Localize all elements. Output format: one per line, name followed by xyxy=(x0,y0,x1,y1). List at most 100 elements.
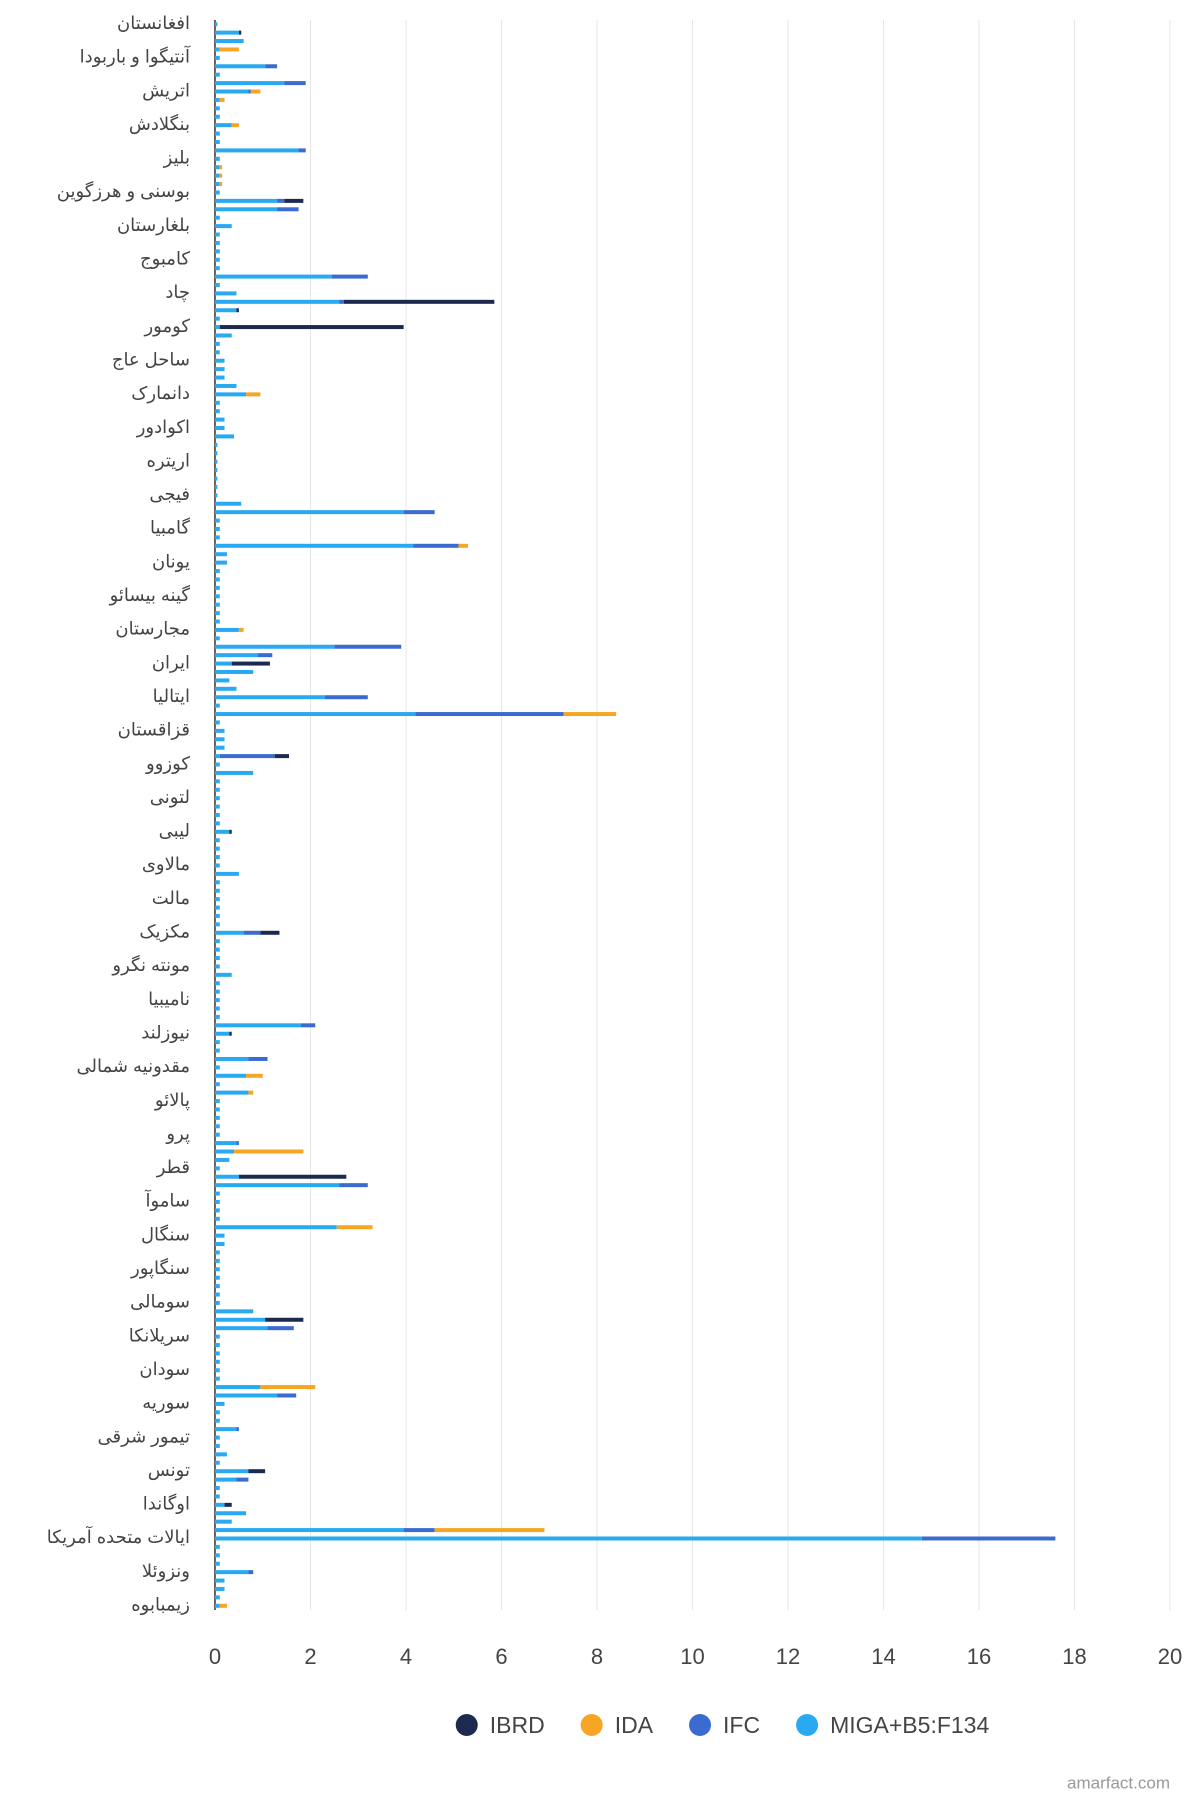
y-tick-label: چاد xyxy=(165,282,190,302)
x-tick-label: 2 xyxy=(304,1644,316,1669)
bar xyxy=(215,1149,235,1154)
y-tick-label: دانمارک xyxy=(131,383,190,403)
bar xyxy=(215,897,220,902)
x-tick-label: 10 xyxy=(680,1644,704,1669)
legend-label: MIGA+B5:F134 xyxy=(830,1712,989,1738)
bar xyxy=(215,1586,225,1591)
bar xyxy=(215,1166,220,1171)
bar xyxy=(215,922,220,927)
bar xyxy=(215,888,220,893)
bar xyxy=(215,779,220,784)
bar xyxy=(215,81,285,86)
bar xyxy=(257,653,273,658)
bar xyxy=(215,240,220,245)
bar xyxy=(248,1056,268,1061)
bar xyxy=(215,1242,225,1247)
bar xyxy=(231,123,239,128)
y-tick-label: سنگال xyxy=(141,1223,190,1244)
bar xyxy=(215,131,220,136)
bar xyxy=(215,1528,404,1533)
x-tick-label: 20 xyxy=(1158,1644,1182,1669)
bar xyxy=(215,1014,220,1019)
x-tick-label: 6 xyxy=(495,1644,507,1669)
y-tick-label: پالائو xyxy=(154,1090,190,1111)
bar xyxy=(215,1544,220,1549)
y-tick-label: مقدونیه شمالی xyxy=(77,1056,190,1077)
y-tick-label: ساحل عاج xyxy=(112,349,190,370)
bar xyxy=(215,207,278,212)
bar xyxy=(215,1427,237,1432)
y-tick-label: بنگلادش xyxy=(129,113,190,134)
bar xyxy=(215,22,218,27)
y-tick-label: اکوادور xyxy=(136,417,190,438)
bar xyxy=(215,1132,220,1137)
bar xyxy=(215,577,220,582)
bar xyxy=(458,543,469,548)
bar xyxy=(215,796,220,801)
bar xyxy=(215,55,220,60)
bar xyxy=(215,409,220,414)
y-tick-label: تونس xyxy=(148,1460,190,1481)
bar xyxy=(215,762,220,767)
bar xyxy=(274,754,290,759)
bar xyxy=(215,611,220,616)
bar xyxy=(215,1073,247,1078)
bar xyxy=(215,1124,220,1129)
legend-marker xyxy=(580,1714,603,1736)
legend-label: IFC xyxy=(723,1712,760,1738)
bar xyxy=(277,207,299,212)
bar xyxy=(215,1502,225,1507)
bar xyxy=(215,720,220,725)
watermark: amarfact.com xyxy=(1067,1773,1170,1792)
bar xyxy=(215,754,220,759)
bar xyxy=(215,947,220,952)
x-tick-label: 0 xyxy=(209,1644,221,1669)
bar xyxy=(229,1031,232,1036)
bar xyxy=(215,266,220,271)
y-tick-label: مالاوی xyxy=(142,854,190,875)
y-tick-label: سنگاپور xyxy=(130,1257,190,1279)
y-tick-label: گامبیا xyxy=(150,517,190,538)
bar xyxy=(215,148,299,153)
y-tick-label: بلیز xyxy=(163,148,190,169)
bar xyxy=(215,1435,220,1440)
bar xyxy=(215,821,220,826)
bar xyxy=(215,1343,220,1347)
bar xyxy=(219,325,404,330)
bar xyxy=(215,1477,237,1482)
bar xyxy=(215,661,232,666)
bar xyxy=(215,1300,220,1305)
bar xyxy=(215,518,220,523)
bar xyxy=(215,1595,220,1600)
bar xyxy=(215,728,225,733)
bar xyxy=(215,173,220,178)
x-tick-label: 8 xyxy=(591,1644,603,1669)
bar xyxy=(215,156,220,161)
bar xyxy=(284,81,306,86)
bar xyxy=(336,1225,373,1230)
bar xyxy=(215,1006,220,1011)
bar xyxy=(298,148,306,153)
bar xyxy=(215,47,220,52)
bar xyxy=(215,552,227,557)
bar xyxy=(215,198,278,203)
bar xyxy=(215,139,220,144)
bar xyxy=(215,114,220,119)
bar xyxy=(215,1023,301,1028)
x-tick-label: 14 xyxy=(871,1644,895,1669)
y-tick-label: فیجی xyxy=(149,484,190,504)
bar xyxy=(215,930,244,935)
bar xyxy=(248,89,251,94)
bar xyxy=(215,1099,220,1104)
bar xyxy=(265,1317,304,1322)
bar xyxy=(215,375,225,380)
bar xyxy=(215,106,220,111)
bar xyxy=(215,1494,220,1499)
bar xyxy=(215,291,237,296)
bar xyxy=(215,1065,220,1070)
bar xyxy=(277,1393,297,1398)
bar xyxy=(215,678,230,683)
y-tick-label: کومور xyxy=(143,316,190,337)
legend-label: IBRD xyxy=(490,1712,545,1738)
bar xyxy=(215,1326,268,1331)
